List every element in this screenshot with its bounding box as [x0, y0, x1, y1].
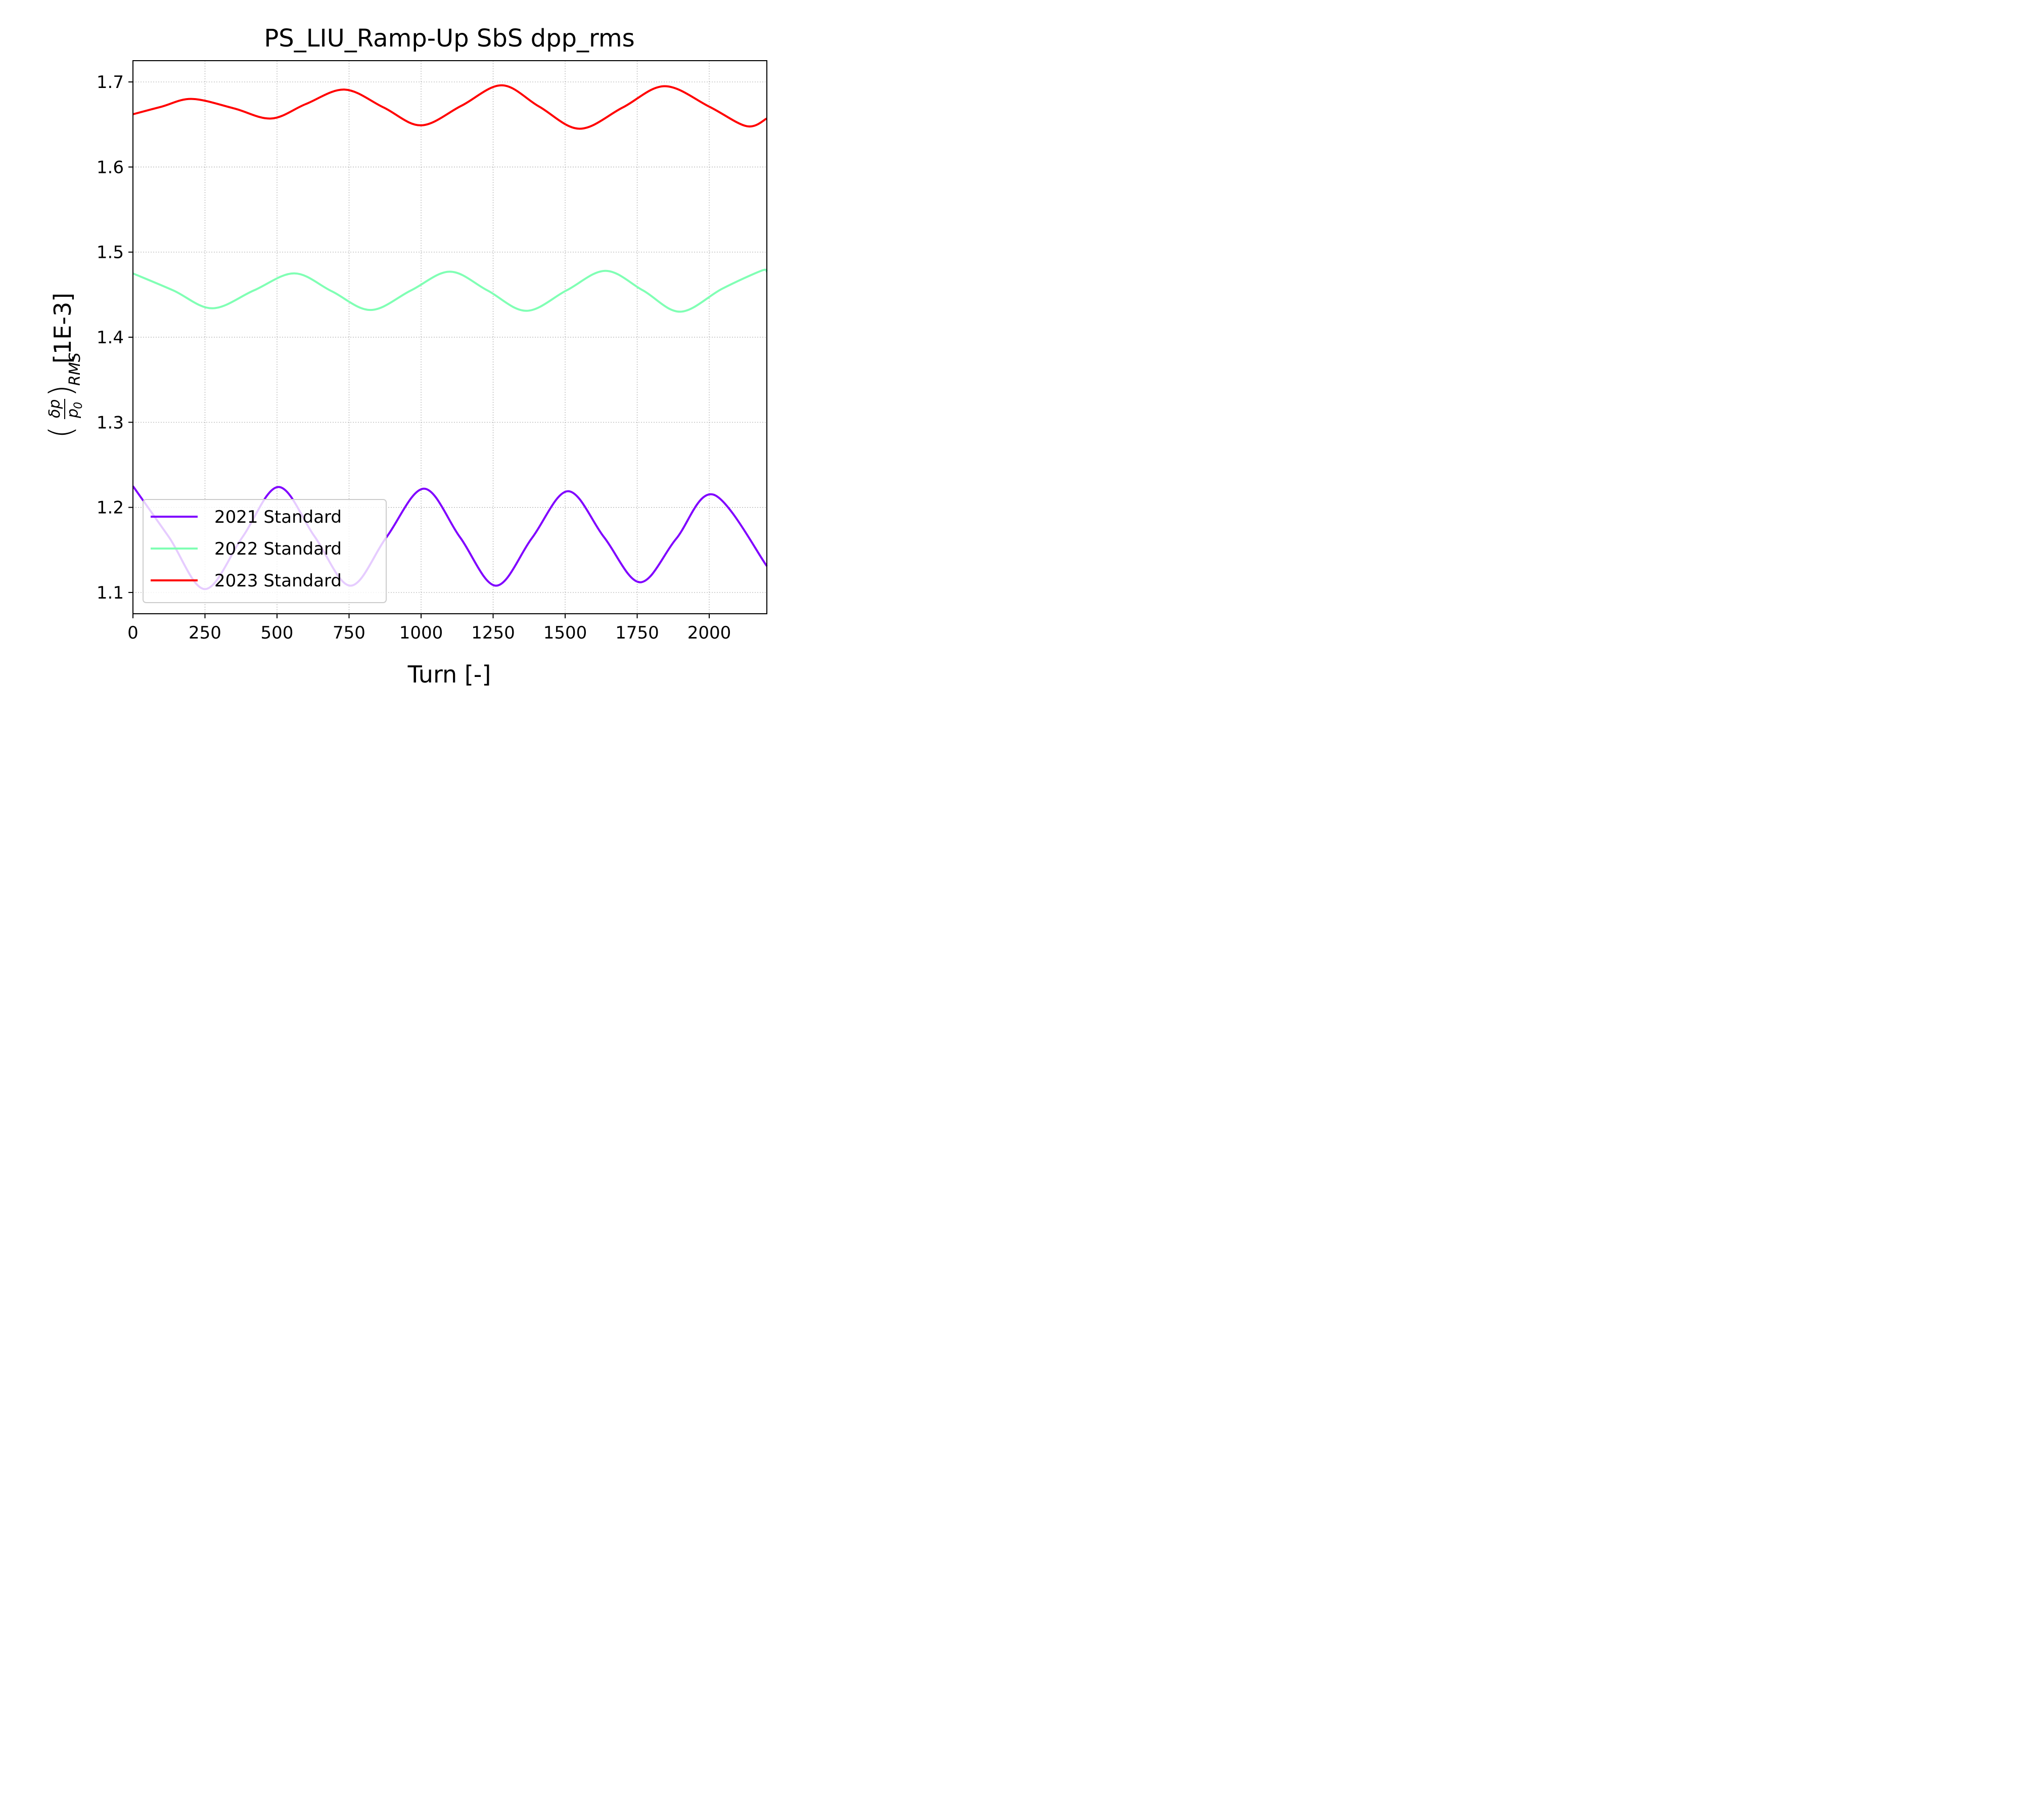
y-tick-label: 1.7: [97, 72, 124, 93]
chart: PS_LIU_Ramp-Up SbS dpp_rms 0 250 500 750 100…: [0, 0, 793, 713]
x-tick-label: 1250: [471, 623, 515, 643]
y-tick-label: 1.4: [97, 328, 124, 348]
x-tick-label: 1000: [399, 623, 443, 643]
series-line-2022-standard: [132, 268, 768, 313]
legend-frame: [143, 499, 387, 603]
legend-entries: 2021 Standard 2022 Standard 2023 Standard: [151, 507, 342, 591]
x-tick-label: 1750: [615, 623, 659, 643]
legend-label-2023-standard: 2023 Standard: [214, 571, 342, 591]
y-axis-label: ( δp p 0 ) RMS [1E-3]: [42, 293, 85, 438]
y-tick-label: 1.5: [97, 243, 124, 263]
y-axis-ticks: 1.1 1.2 1.3 1.4 1.5 1.6 1.7: [97, 72, 133, 603]
x-axis-label: Turn [-]: [407, 661, 491, 688]
series-line-2023-standard: [132, 84, 767, 130]
y-axis-label-denominator-sub: 0: [72, 402, 85, 409]
legend-label-2021-standard: 2021 Standard: [214, 507, 342, 527]
y-axis-label-numerator: δp: [46, 399, 64, 418]
y-tick-label: 1.2: [97, 498, 124, 518]
x-tick-label: 500: [261, 623, 294, 643]
y-axis-label-denominator: p: [64, 408, 82, 419]
x-axis-ticks: 0 250 500 750 1000 1250 1500 1750 2000: [127, 614, 731, 643]
x-tick-label: 1500: [543, 623, 587, 643]
y-axis-label-close-paren: ): [42, 385, 79, 397]
chart-title: PS_LIU_Ramp-Up SbS dpp_rms: [264, 24, 634, 53]
x-tick-label: 750: [333, 623, 365, 643]
y-tick-label: 1.3: [97, 413, 124, 433]
x-tick-label: 2000: [687, 623, 731, 643]
y-axis-label-subscript: RMS: [66, 352, 84, 386]
x-tick-label: 250: [189, 623, 221, 643]
legend-label-2022-standard: 2022 Standard: [214, 539, 342, 559]
y-axis-label-unit: [1E-3]: [49, 293, 76, 363]
legend: 2021 Standard 2022 Standard 2023 Standard: [143, 499, 387, 603]
y-axis-label-open-paren: (: [42, 426, 79, 438]
y-tick-label: 1.6: [97, 157, 124, 177]
y-tick-label: 1.1: [97, 583, 124, 603]
x-tick-label: 0: [127, 623, 139, 643]
chart-background: [0, 0, 793, 713]
